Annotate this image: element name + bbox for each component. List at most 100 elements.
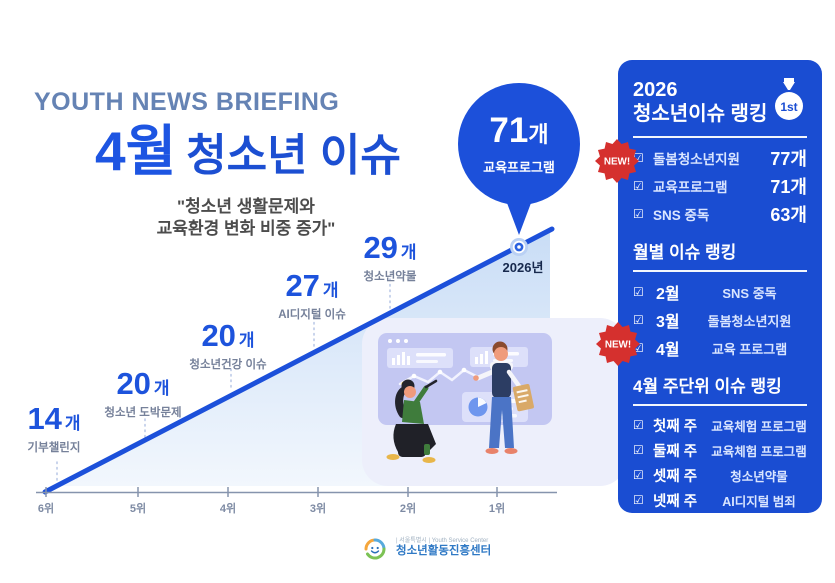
checkbox-icon: ☑	[633, 179, 644, 193]
week-issue: 교육체험 프로그램	[711, 444, 807, 459]
checkbox-icon: ☑	[633, 493, 644, 507]
first-place-medal-icon: 1st	[775, 78, 803, 120]
ranking-label: 돌봄청소년지원	[653, 152, 740, 167]
monthly-row: ☑ 2월 SNS 중독	[633, 280, 807, 304]
page-eyebrow: YOUTH NEWS BRIEFING	[34, 88, 340, 116]
checkbox-icon: ☑	[633, 443, 644, 457]
year-label: 2026년	[502, 260, 544, 275]
pie-card	[462, 392, 528, 422]
monthly-row: ☑ 4월 교육 프로그램	[633, 336, 807, 360]
point-label: 청소년건강 이슈	[189, 359, 267, 371]
point-label: 청소년 도박문제	[104, 407, 182, 419]
org-logo-text: | 서울특별시 | Youth Service Center 청소년활동진흥센터	[396, 537, 491, 559]
monthly-row: ☑ 3월 돌봄청소년지원	[633, 308, 807, 332]
monthly-ranking-title: 월별 이슈 랭킹	[633, 243, 737, 262]
month-label: 4월	[656, 342, 680, 359]
stats-card	[387, 348, 453, 368]
divider	[633, 270, 807, 272]
checkbox-icon: ☑	[633, 285, 644, 299]
highlight-bubble: 71개 교육프로그램	[458, 83, 580, 205]
point-label: AI디지털 이슈	[278, 309, 346, 321]
bubble-value: 71개	[489, 110, 549, 150]
week-label: 둘째 주	[653, 443, 698, 460]
window-dot	[404, 339, 408, 343]
weekly-row: ☑ 셋째 주 청소년약물	[633, 464, 807, 486]
month-issue: 교육 프로그램	[711, 341, 788, 357]
weekly-row: ☑ 둘째 주 교육체험 프로그램	[633, 439, 807, 461]
browser-window	[378, 333, 552, 425]
quote-line-1: "청소년 생활문제와	[177, 197, 315, 216]
sidebar-title: 2026 청소년이슈 랭킹	[633, 78, 767, 126]
month-issue: SNS 중독	[722, 285, 777, 301]
page-title: 4월 청소년 이슈	[95, 124, 401, 179]
woman-illustration	[386, 379, 438, 463]
ranking-count: 77개	[770, 149, 807, 169]
axis-label-rank1: 1위	[488, 503, 506, 515]
x-axis	[36, 487, 557, 497]
sidebar-title-text: 청소년이슈 랭킹	[633, 103, 768, 125]
weekly-row: ☑ 첫째 주 교육체험 프로그램	[633, 414, 807, 436]
stats-card	[470, 347, 528, 367]
month-label: 2월	[656, 286, 680, 303]
point-value: 14 개	[27, 401, 81, 436]
checkbox-icon: ☑	[633, 151, 644, 165]
ranking-row: ☑ 교육프로그램 71개	[633, 174, 807, 198]
weekly-ranking-title: 4월 주단위 이슈 랭킹	[633, 377, 782, 396]
new-badge: NEW!	[595, 139, 639, 183]
ranking-count: 63개	[770, 205, 807, 225]
title-month: 4월	[95, 120, 177, 182]
ranking-label: 교육프로그램	[653, 180, 728, 195]
point-label: 기부챌린지	[27, 442, 81, 454]
pie-chart	[468, 397, 488, 417]
divider	[633, 136, 807, 138]
checkbox-icon: ☑	[633, 418, 644, 432]
illustration	[362, 318, 626, 486]
axis-label-rank4: 4위	[219, 503, 237, 515]
weekly-row: ☑ 넷째 주 AI디지털 범죄	[633, 489, 807, 511]
board-zigzag-line	[398, 368, 478, 386]
man-illustration	[473, 341, 534, 454]
week-label: 셋째 주	[653, 468, 698, 485]
data-point-rank4: 20 개 청소년건강 이슈	[175, 320, 281, 372]
week-label: 넷째 주	[653, 493, 698, 510]
new-badge: NEW!	[596, 322, 640, 366]
new-badge-text: NEW!	[604, 156, 630, 167]
ranking-label: SNS 중독	[653, 208, 710, 223]
bubble-label: 교육프로그램	[483, 159, 555, 175]
org-logo: | 서울특별시 | Youth Service Center 청소년활동진흥센터	[360, 533, 491, 563]
checkbox-icon: ☑	[633, 313, 644, 327]
checkbox-icon: ☑	[633, 207, 644, 221]
week-issue: 교육체험 프로그램	[711, 419, 807, 434]
axis-label-rank2: 2위	[399, 503, 417, 515]
ranking-count: 71개	[770, 177, 807, 197]
week-label: 첫째 주	[653, 418, 698, 435]
ranking-sidebar: 2026 청소년이슈 랭킹 1st ☑ 돌봄청소년지원 77개 ☑ 교육프로그램…	[618, 60, 822, 513]
svg-text:1st: 1st	[780, 100, 797, 114]
window-dot	[388, 339, 392, 343]
window-dot	[396, 339, 400, 343]
clipboard	[512, 383, 534, 412]
axis-label-rank3: 3위	[309, 503, 327, 515]
month-label: 3월	[656, 314, 680, 331]
axis-label-rank5: 5위	[129, 503, 147, 515]
sidebar-header: 2026 청소년이슈 랭킹 1st	[633, 78, 807, 126]
point-value: 20 개	[201, 318, 255, 353]
month-issue: 돌봄청소년지원	[707, 313, 792, 329]
week-issue: 청소년약물	[730, 469, 788, 484]
illustration-backdrop	[362, 318, 626, 486]
new-badge-text: NEW!	[605, 339, 631, 350]
title-rest: 청소년 이슈	[186, 131, 401, 180]
ranking-row: ☑ SNS 중독 63개	[633, 202, 807, 226]
org-caption: | 서울특별시 | Youth Service Center	[396, 537, 489, 544]
data-point-rank6: 14 개 기부챌린지	[6, 403, 102, 455]
org-name: 청소년활동진흥센터	[396, 545, 492, 558]
checkbox-icon: ☑	[633, 341, 644, 355]
sidebar-year: 2026	[633, 79, 678, 101]
ranking-row: ☑ 돌봄청소년지원 77개	[633, 146, 807, 170]
mascot-icon	[364, 538, 386, 560]
data-point-rank5: 20 개 청소년 도박문제	[95, 368, 191, 420]
week-issue: AI디지털 범죄	[722, 494, 796, 509]
divider	[633, 404, 807, 406]
checkbox-icon: ☑	[633, 468, 644, 482]
